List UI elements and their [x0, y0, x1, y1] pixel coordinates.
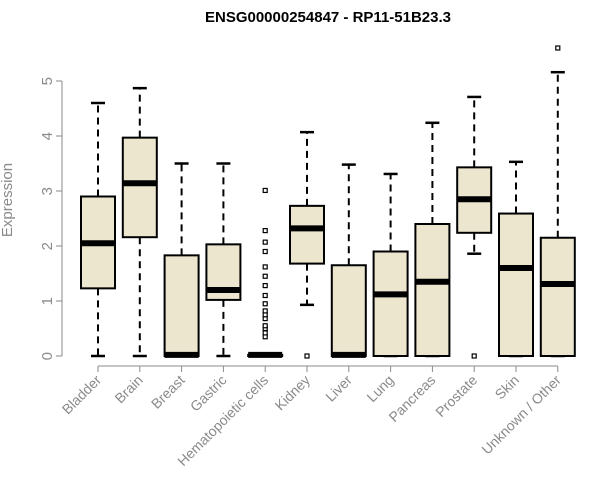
box-group	[330, 163, 367, 358]
x-tick-label: Kidney	[272, 372, 314, 414]
x-tick-label: Bladder	[59, 372, 105, 418]
box-iqr	[539, 236, 576, 357]
outlier-point	[471, 353, 477, 359]
box-group	[80, 101, 116, 358]
x-tick-label: Lung	[363, 372, 396, 405]
outlier-point	[262, 308, 268, 314]
outlier-point	[262, 323, 268, 329]
outlier-point	[262, 292, 268, 299]
box-group	[539, 45, 576, 358]
outlier-point	[262, 273, 268, 279]
y-tick-label: 5	[39, 77, 56, 85]
y-tick-label: 4	[39, 132, 56, 140]
box-group	[121, 86, 158, 358]
box-iqr	[330, 264, 367, 357]
x-tick-label: Prostate	[432, 372, 480, 420]
x-tick-label: Unknown / Other	[478, 372, 564, 458]
outlier-point	[262, 228, 268, 234]
box-group	[414, 121, 451, 358]
box-group	[205, 162, 242, 358]
y-tick-label: 0	[39, 352, 56, 360]
x-tick-label: Brain	[111, 372, 145, 406]
outlier-point	[555, 45, 561, 51]
box-group	[456, 95, 493, 359]
box-group	[372, 172, 409, 358]
box-iqr	[121, 136, 158, 239]
outlier-point	[262, 187, 268, 194]
outlier-point	[262, 248, 268, 255]
box-series	[80, 45, 576, 359]
box-group	[289, 130, 325, 359]
x-tick-label: Liver	[322, 372, 355, 405]
box-group	[163, 162, 200, 358]
y-tick-label: 1	[39, 297, 56, 305]
box-group	[247, 187, 284, 358]
outlier-point	[262, 283, 268, 289]
box-iqr	[414, 223, 451, 357]
x-tick-label: Skin	[492, 372, 523, 403]
box-iqr	[372, 250, 409, 357]
outlier-point	[262, 330, 268, 336]
box-iqr	[289, 204, 325, 265]
y-tick-label: 3	[39, 187, 56, 195]
box-iqr	[498, 212, 534, 357]
box-iqr	[163, 254, 200, 358]
box-group	[498, 160, 534, 358]
y-tick-label: 2	[39, 242, 56, 250]
y-axis-ticks: 0 1 2 3 4 5	[39, 77, 62, 360]
outlier-point	[262, 264, 268, 270]
y-axis-label: Expression	[0, 163, 16, 237]
outlier-point	[304, 353, 310, 359]
outlier-point	[262, 239, 268, 245]
outlier-point	[262, 301, 268, 307]
x-tick-label: Breast	[148, 372, 188, 412]
chart-title: ENSG00000254847 - RP11-51B23.3	[205, 9, 451, 26]
